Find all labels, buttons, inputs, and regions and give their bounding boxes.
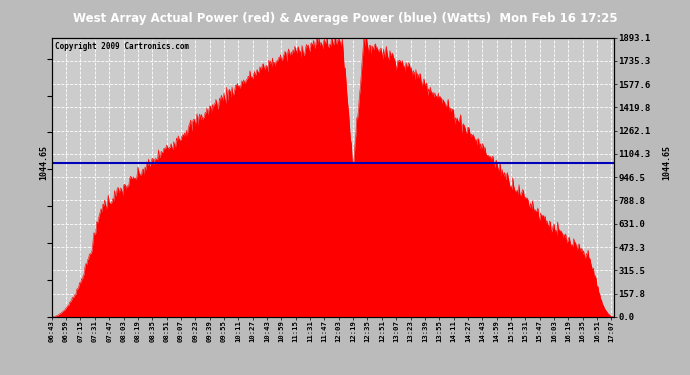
Text: 1044.65: 1044.65	[662, 145, 671, 180]
Text: 1044.65: 1044.65	[39, 145, 48, 180]
Text: Copyright 2009 Cartronics.com: Copyright 2009 Cartronics.com	[55, 42, 188, 51]
Text: West Array Actual Power (red) & Average Power (blue) (Watts)  Mon Feb 16 17:25: West Array Actual Power (red) & Average …	[72, 12, 618, 25]
